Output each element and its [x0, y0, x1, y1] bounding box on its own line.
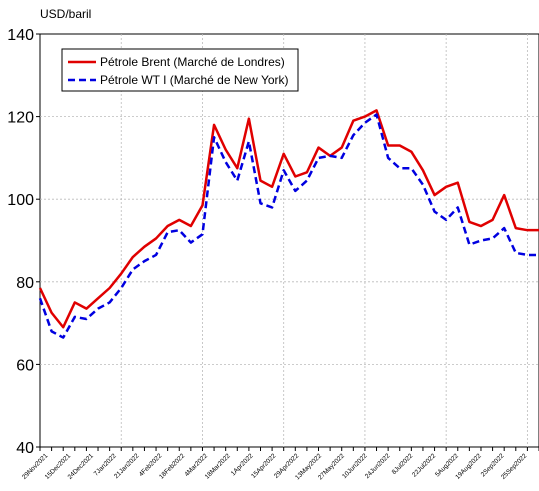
y-tick-label: 100	[7, 192, 34, 209]
legend: Pétrole Brent (Marché de Londres) Pétrol…	[61, 48, 299, 92]
x-axis: 29Nov202115Dec202124Dec20217Jan202221Jan…	[21, 447, 539, 481]
y-tick-label: 60	[16, 357, 34, 374]
plot-frame	[39, 33, 539, 448]
series-line-brent	[38, 109, 539, 329]
series-line-wti	[38, 113, 539, 339]
legend-label-brent: Pétrole Brent (Marché de Londres)	[100, 55, 285, 69]
y-tick-label: 80	[16, 275, 34, 292]
y-axis-unit-label: USD/baril	[40, 7, 91, 21]
x-tick-label: 21Jan2022	[113, 452, 141, 480]
grid	[40, 34, 539, 447]
legend-box	[61, 48, 299, 92]
plot-area: 40 60 80 100 120 140 29Nov202115Dec202124Dec2…	[7, 27, 539, 481]
x-tick-label: 24Jun2022	[364, 452, 392, 480]
y-axis: 40 60 80 100 120 140	[7, 27, 40, 457]
y-tick-label: 40	[16, 440, 34, 457]
x-tick-label: 22Jul2022	[411, 452, 437, 478]
y-tick-label: 120	[7, 110, 34, 127]
series-layer	[38, 109, 539, 339]
legend-label-wti: Pétrole WT I (Marché de New York)	[100, 73, 289, 87]
y-tick-label: 140	[7, 27, 34, 44]
